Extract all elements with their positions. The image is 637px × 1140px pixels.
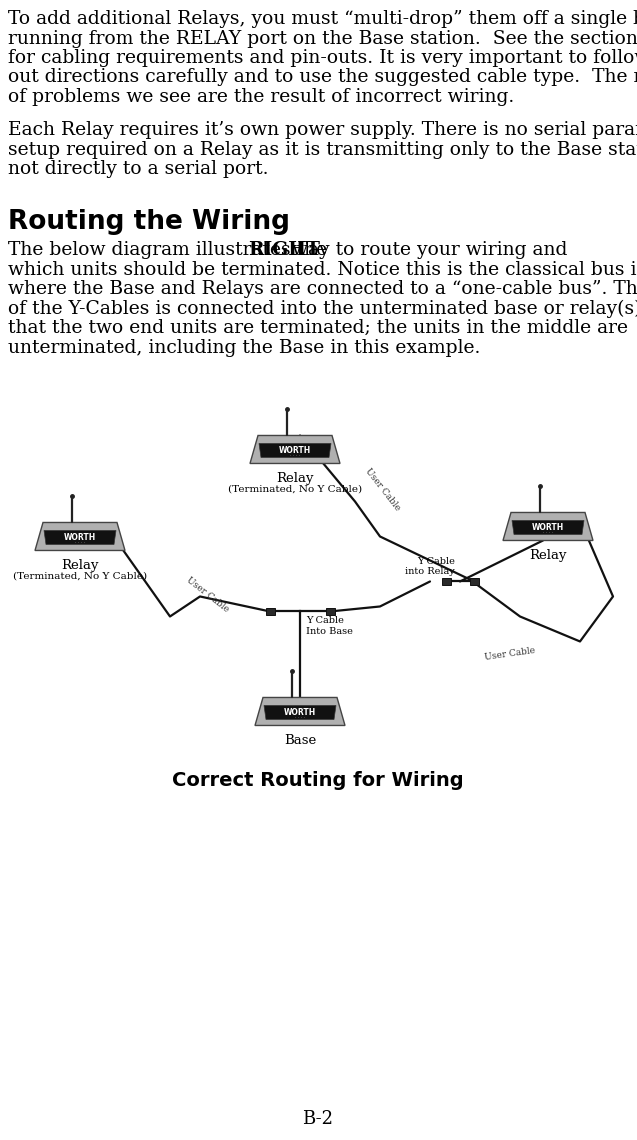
- Polygon shape: [255, 698, 345, 725]
- Text: Y Cable
into Relay: Y Cable into Relay: [405, 557, 455, 577]
- Text: User Cable: User Cable: [484, 645, 536, 661]
- Text: of the Y-Cables is connected into the unterminated base or relay(s). Notices: of the Y-Cables is connected into the un…: [8, 300, 637, 318]
- Polygon shape: [259, 443, 331, 457]
- Text: setup required on a Relay as it is transmitting only to the Base station and: setup required on a Relay as it is trans…: [8, 140, 637, 158]
- Text: Base: Base: [284, 734, 316, 748]
- Text: WORTH: WORTH: [279, 446, 311, 455]
- Text: · · · ·: · · · ·: [543, 530, 554, 536]
- Polygon shape: [44, 530, 116, 545]
- Text: Relay: Relay: [61, 560, 99, 572]
- Text: B-2: B-2: [303, 1110, 334, 1127]
- Polygon shape: [264, 706, 336, 719]
- Text: where the Base and Relays are connected to a “one-cable bus”. The bottom: where the Base and Relays are connected …: [8, 280, 637, 298]
- Text: Routing the Wiring: Routing the Wiring: [8, 209, 290, 235]
- Text: RIGHT: RIGHT: [248, 241, 320, 259]
- Text: way to route your wiring and: way to route your wiring and: [286, 241, 567, 259]
- Text: To add additional Relays, you must “multi-drop” them off a single bus line: To add additional Relays, you must “mult…: [8, 10, 637, 28]
- Text: User Cable: User Cable: [185, 576, 231, 613]
- Text: Relay: Relay: [276, 472, 314, 486]
- Text: Correct Routing for Wiring: Correct Routing for Wiring: [172, 772, 464, 790]
- Text: WORTH: WORTH: [532, 523, 564, 532]
- Text: of problems we see are the result of incorrect wiring.: of problems we see are the result of inc…: [8, 88, 514, 106]
- Bar: [326, 608, 334, 614]
- Text: (Terminated, No Y Cable): (Terminated, No Y Cable): [13, 571, 147, 580]
- Text: which units should be terminated. Notice this is the classical bus interface: which units should be terminated. Notice…: [8, 261, 637, 278]
- Bar: [441, 578, 450, 585]
- Text: WORTH: WORTH: [284, 708, 316, 717]
- Text: The below diagram illustrates the: The below diagram illustrates the: [8, 241, 333, 259]
- Bar: [469, 578, 478, 585]
- Text: Relay: Relay: [529, 549, 567, 562]
- Text: · · · ·: · · · ·: [295, 716, 305, 720]
- Text: WORTH: WORTH: [64, 534, 96, 541]
- Text: not directly to a serial port.: not directly to a serial port.: [8, 160, 269, 178]
- Text: unterminated, including the Base in this example.: unterminated, including the Base in this…: [8, 339, 480, 357]
- Text: (Terminated, No Y Cable): (Terminated, No Y Cable): [228, 484, 362, 494]
- Text: out directions carefully and to use the suggested cable type.  The majority: out directions carefully and to use the …: [8, 68, 637, 87]
- Polygon shape: [250, 435, 340, 464]
- Text: that the two end units are terminated; the units in the middle are: that the two end units are terminated; t…: [8, 319, 628, 337]
- Polygon shape: [503, 513, 593, 540]
- Polygon shape: [512, 521, 584, 535]
- Text: · · · ·: · · · ·: [290, 454, 300, 458]
- Text: Y Cable
Into Base: Y Cable Into Base: [306, 617, 353, 636]
- Text: · · · ·: · · · ·: [75, 540, 85, 545]
- Bar: [266, 608, 275, 614]
- Text: for cabling requirements and pin-outs. It is very important to follow the pin-: for cabling requirements and pin-outs. I…: [8, 49, 637, 67]
- Text: User Cable: User Cable: [363, 466, 401, 512]
- Polygon shape: [35, 522, 125, 551]
- Text: running from the RELAY port on the Base station.  See the section below: running from the RELAY port on the Base …: [8, 30, 637, 48]
- Text: Each Relay requires it’s own power supply. There is no serial parameter: Each Relay requires it’s own power suppl…: [8, 121, 637, 139]
